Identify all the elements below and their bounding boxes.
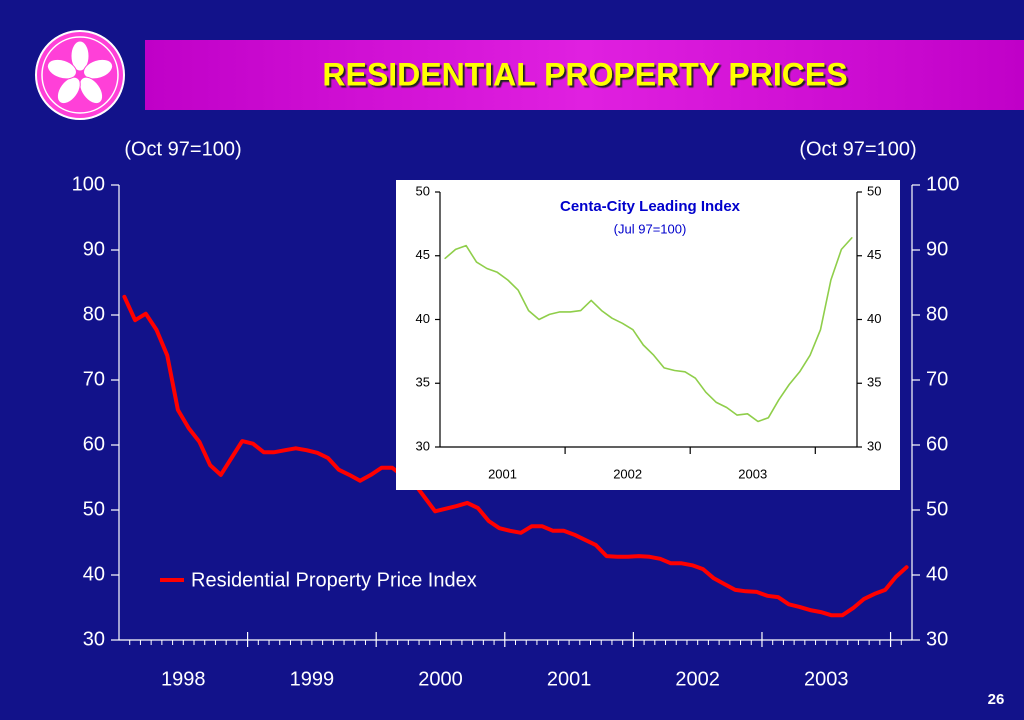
y-tick-label: 40 xyxy=(83,563,105,585)
y2-tick-label: 80 xyxy=(926,303,948,325)
x-tick-label: 2001 xyxy=(547,668,592,690)
data-line xyxy=(444,237,853,423)
x-tick-label: 1998 xyxy=(161,668,206,690)
y2-tick-label: 90 xyxy=(926,238,948,260)
y2-tick-label: 30 xyxy=(926,628,948,650)
y-tick-label: 60 xyxy=(83,433,105,455)
main-chart: 30 40 50 60 70 80 90 100 30 40 50 60 70 80 90 100 1998 19… xyxy=(72,173,960,690)
slide-title: RESIDENTIAL PROPERTY PRICES xyxy=(322,56,847,92)
y2-tick-label: 40 xyxy=(926,563,948,585)
inset-chart: Centa-City Leading Index (Jul 97=100) 30… xyxy=(396,180,900,490)
y-tick-label: 50 xyxy=(83,498,105,520)
y2-tick-label: 60 xyxy=(926,433,948,455)
y2-tick-label: 100 xyxy=(926,173,959,195)
x-tick-label: 2000 xyxy=(418,668,463,690)
y-tick-label: 90 xyxy=(83,238,105,260)
y2-tick-label: 30 xyxy=(867,438,881,453)
logo xyxy=(35,30,125,120)
x-tick-label: 2002 xyxy=(675,668,720,690)
inset-background xyxy=(396,180,900,490)
inset-subtitle: (Jul 97=100) xyxy=(614,221,687,236)
y-tick-label: 70 xyxy=(83,368,105,390)
y2-tick-label: 50 xyxy=(926,498,948,520)
x-tick-label: 1999 xyxy=(290,668,335,690)
x-tick-label: 2001 xyxy=(488,466,517,481)
y-tick-label: 50 xyxy=(416,183,430,198)
inset-title: Centa-City Leading Index xyxy=(560,198,741,215)
y-tick-label: 100 xyxy=(72,173,105,195)
y2-tick-label: 40 xyxy=(867,311,881,326)
y-tick-label: 40 xyxy=(416,311,430,326)
x-tick-label: 2003 xyxy=(804,668,849,690)
x-tick-label: 2003 xyxy=(738,466,767,481)
data-line xyxy=(122,294,909,618)
y-tick-label: 45 xyxy=(416,247,430,262)
y-tick-label: 35 xyxy=(416,375,430,390)
y-axis-label: (Oct 97=100) xyxy=(124,138,241,160)
y-tick-label: 80 xyxy=(83,303,105,325)
title-banner xyxy=(145,40,1024,110)
page-number: 26 xyxy=(988,691,1005,708)
y2-tick-label: 70 xyxy=(926,368,948,390)
y2-tick-label: 35 xyxy=(867,375,881,390)
legend-label: Residential Property Price Index xyxy=(191,569,477,591)
y-tick-label: 30 xyxy=(83,628,105,650)
x-tick-label: 2002 xyxy=(613,466,642,481)
y-tick-label: 30 xyxy=(416,438,430,453)
y2-tick-label: 45 xyxy=(867,247,881,262)
y2-axis-label: (Oct 97=100) xyxy=(799,138,916,160)
y2-tick-label: 50 xyxy=(867,183,881,198)
